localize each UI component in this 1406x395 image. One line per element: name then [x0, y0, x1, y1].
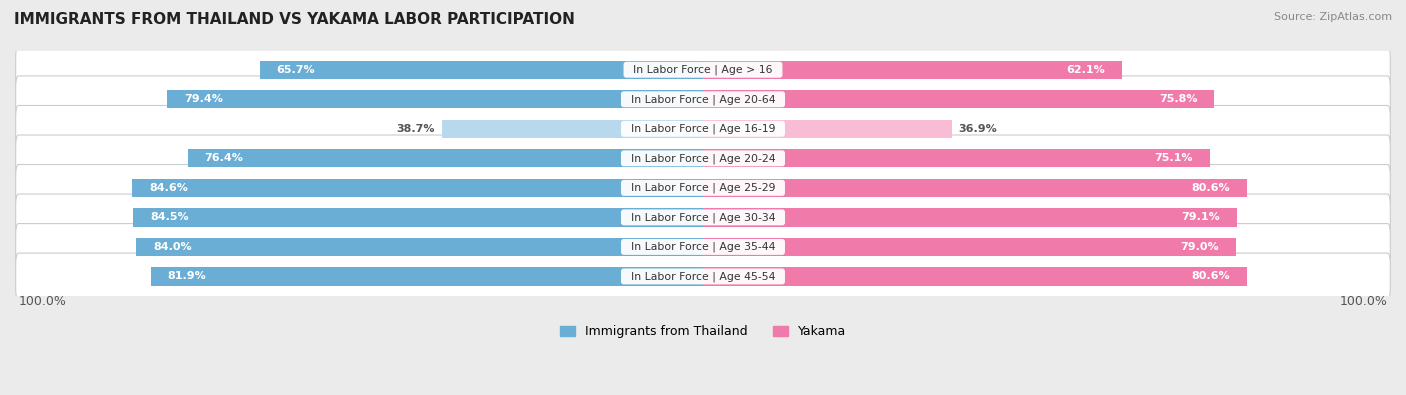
Bar: [441, 120, 703, 138]
Bar: [703, 60, 1122, 79]
Text: 80.6%: 80.6%: [1191, 271, 1230, 282]
Text: In Labor Force | Age 25-29: In Labor Force | Age 25-29: [624, 182, 782, 193]
Bar: [703, 179, 1247, 197]
Text: 100.0%: 100.0%: [1340, 295, 1388, 308]
Bar: [260, 60, 703, 79]
Text: 81.9%: 81.9%: [167, 271, 207, 282]
Text: 84.5%: 84.5%: [150, 213, 188, 222]
Bar: [134, 208, 703, 227]
Bar: [132, 179, 703, 197]
Text: In Labor Force | Age 45-54: In Labor Force | Age 45-54: [624, 271, 782, 282]
Bar: [703, 90, 1215, 108]
Text: 38.7%: 38.7%: [396, 124, 436, 134]
Bar: [136, 238, 703, 256]
Text: IMMIGRANTS FROM THAILAND VS YAKAMA LABOR PARTICIPATION: IMMIGRANTS FROM THAILAND VS YAKAMA LABOR…: [14, 12, 575, 27]
Text: In Labor Force | Age 20-24: In Labor Force | Age 20-24: [624, 153, 782, 164]
Bar: [167, 90, 703, 108]
Text: 84.6%: 84.6%: [149, 183, 188, 193]
FancyBboxPatch shape: [15, 135, 1391, 182]
Text: 36.9%: 36.9%: [959, 124, 997, 134]
Bar: [703, 238, 1236, 256]
Bar: [703, 149, 1209, 167]
Text: In Labor Force | Age 16-19: In Labor Force | Age 16-19: [624, 124, 782, 134]
Text: 84.0%: 84.0%: [153, 242, 191, 252]
Text: 75.8%: 75.8%: [1159, 94, 1198, 104]
Text: In Labor Force | Age 30-34: In Labor Force | Age 30-34: [624, 212, 782, 223]
FancyBboxPatch shape: [15, 105, 1391, 152]
Bar: [703, 208, 1236, 227]
Bar: [703, 267, 1247, 286]
Text: In Labor Force | Age 20-64: In Labor Force | Age 20-64: [624, 94, 782, 105]
Text: 65.7%: 65.7%: [277, 65, 315, 75]
Text: 80.6%: 80.6%: [1191, 183, 1230, 193]
Text: In Labor Force | Age > 16: In Labor Force | Age > 16: [626, 64, 780, 75]
FancyBboxPatch shape: [15, 224, 1391, 270]
Bar: [703, 120, 952, 138]
Text: 62.1%: 62.1%: [1066, 65, 1105, 75]
Text: 75.1%: 75.1%: [1154, 153, 1192, 163]
Text: In Labor Force | Age 35-44: In Labor Force | Age 35-44: [624, 242, 782, 252]
Text: Source: ZipAtlas.com: Source: ZipAtlas.com: [1274, 12, 1392, 22]
Bar: [150, 267, 703, 286]
FancyBboxPatch shape: [15, 47, 1391, 93]
Text: 76.4%: 76.4%: [204, 153, 243, 163]
FancyBboxPatch shape: [15, 165, 1391, 211]
Text: 100.0%: 100.0%: [18, 295, 66, 308]
Text: 79.4%: 79.4%: [184, 94, 224, 104]
Bar: [187, 149, 703, 167]
Text: 79.0%: 79.0%: [1181, 242, 1219, 252]
Legend: Immigrants from Thailand, Yakama: Immigrants from Thailand, Yakama: [555, 320, 851, 343]
FancyBboxPatch shape: [15, 253, 1391, 300]
FancyBboxPatch shape: [15, 76, 1391, 122]
Text: 79.1%: 79.1%: [1181, 213, 1219, 222]
FancyBboxPatch shape: [15, 194, 1391, 241]
